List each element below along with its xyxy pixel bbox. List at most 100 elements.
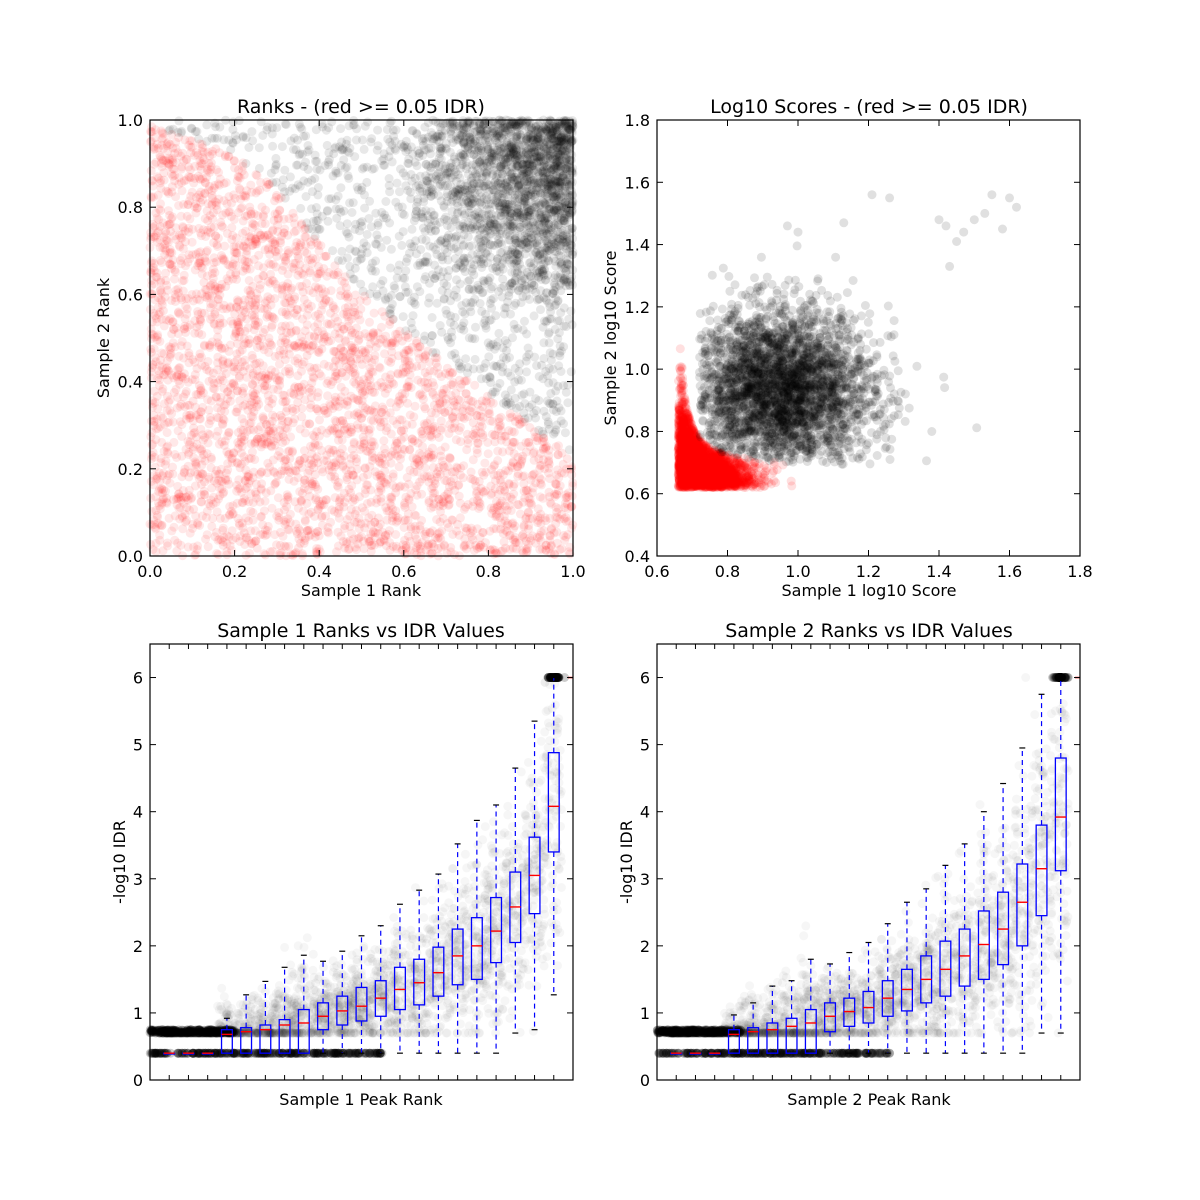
rank-point-pass [175,309,185,319]
rank-point-fail [379,160,389,170]
rank-point-pass [218,222,228,232]
rank-point-fail [202,120,212,130]
rank-point-pass [353,539,363,549]
rank-point-pass [435,517,445,527]
rank-point-pass [355,315,365,325]
rank-point-pass [151,492,161,502]
rank-point-fail [511,403,521,413]
rank-point-pass [404,494,414,504]
rank-point-pass [499,511,509,521]
rank-point-fail [328,171,338,181]
rank-point-pass [541,545,551,555]
rank-point-pass [237,441,247,451]
rank-point-pass [149,410,159,420]
rank-point-pass [188,296,198,306]
rank-point-pass [196,386,205,396]
rank-point-pass [166,226,175,236]
rank-point-fail [560,428,570,438]
rank-point-pass [213,352,223,362]
rank-point-pass [255,284,265,294]
rank-point-pass [515,509,525,519]
rank-point-pass [338,462,348,472]
rank-point-pass [255,341,265,351]
rank-point-pass [275,359,284,369]
rank-point-pass [435,398,445,408]
rank-point-fail [294,119,304,129]
rank-point-pass [283,245,293,255]
rank-point-pass [509,449,519,459]
rank-point-fail [303,177,313,187]
rank-point-pass [162,139,172,149]
rank-point-fail [299,162,309,171]
rank-point-pass [260,245,270,255]
rank-point-pass [468,526,478,536]
rank-point-fail [530,352,540,362]
rank-point-pass [250,359,260,369]
rank-point-pass [476,417,486,426]
rank-point-fail [442,309,452,319]
rank-point-pass [266,427,276,437]
rank-point-pass [154,173,163,183]
rank-point-pass [217,344,227,354]
rank-point-pass [167,153,177,163]
rank-point-fail [338,143,348,153]
rank-point-pass [274,375,284,385]
rank-point-pass [313,283,323,293]
rank-point-pass [234,518,244,528]
rank-point-pass [488,417,498,426]
rank-point-fail [343,229,352,239]
rank-point-pass [167,526,177,536]
rank-point-pass [388,416,398,425]
rank-point-fail [311,125,321,135]
rank-point-pass [448,530,458,539]
rank-point-pass [550,489,560,499]
rank-point-pass [391,530,401,539]
rank-point-pass [411,525,421,535]
rank-point-pass [305,331,314,341]
rank-point-fail [408,311,418,321]
rank-point-fail [546,355,556,365]
rank-point-pass [187,237,197,247]
rank-point-pass [326,448,335,458]
rank-point-pass [312,363,322,373]
rank-point-pass [407,434,417,444]
rank-point-pass [237,203,247,213]
rank-point-pass [496,498,505,508]
rank-point-pass [253,321,262,331]
rank-point-pass [152,510,162,520]
rank-point-pass [181,444,191,454]
rank-point-fail [501,354,511,364]
rank-point-fail [398,312,408,322]
rank-point-pass [335,328,345,338]
rank-point-pass [197,497,206,507]
rank-point-fail [559,381,568,391]
rank-point-pass [351,454,361,464]
rank-point-pass [323,391,333,401]
rank-point-pass [224,428,234,438]
rank-point-pass [222,547,232,557]
rank-point-pass [196,228,206,238]
rank-point-pass [425,431,435,441]
rank-point-pass [342,396,352,406]
rank-point-pass [155,530,165,540]
rank-point-pass [380,459,390,469]
rank-point-pass [394,462,404,472]
rank-point-pass [281,252,291,262]
rank-point-fail [312,164,322,174]
rank-point-pass [294,524,304,533]
rank-point-pass [455,396,465,406]
rank-point-pass [227,454,237,464]
rank-point-pass [428,378,438,387]
rank-point-fail [506,371,516,381]
rank-point-pass [197,308,207,318]
rank-point-fail [450,312,460,322]
rank-point-fail [401,136,411,146]
rank-point-pass [553,513,563,523]
rank-point-pass [293,473,303,483]
rank-point-pass [155,336,165,346]
rank-point-pass [251,294,260,304]
rank-point-pass [314,246,324,256]
rank-point-pass [169,437,179,447]
rank-point-pass [235,185,245,195]
rank-point-fail [339,206,349,216]
